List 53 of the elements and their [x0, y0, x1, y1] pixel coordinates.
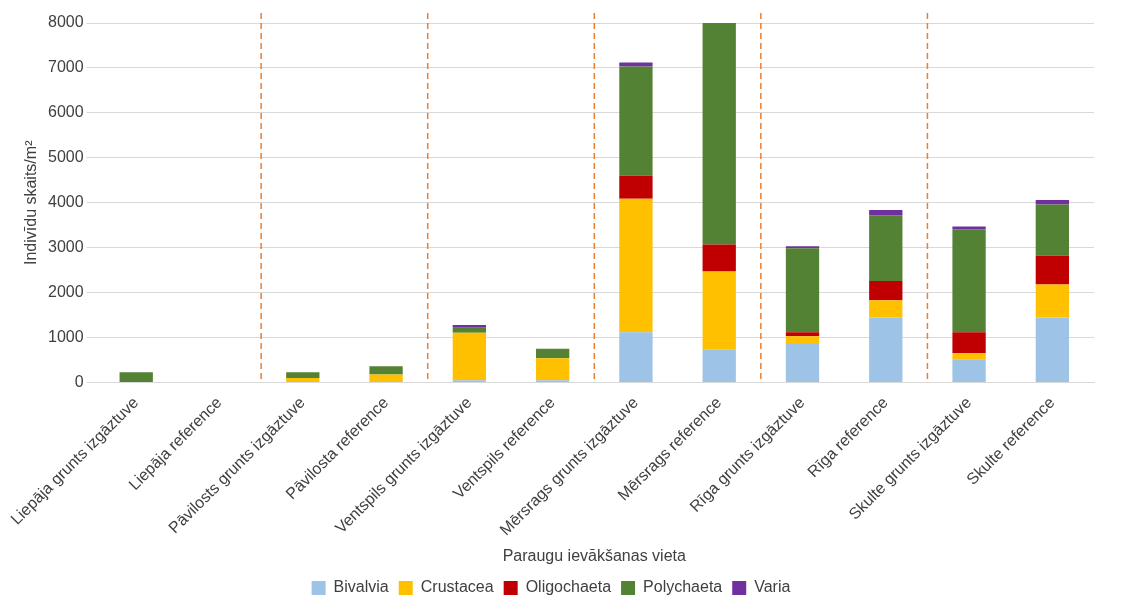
- legend-label: Crustacea: [420, 578, 494, 596]
- bar: [1035, 204, 1070, 256]
- y-tick-label: 4000: [47, 193, 84, 211]
- bar: [619, 62, 653, 67]
- bar: [619, 175, 653, 199]
- legend-label: Bivalvia: [333, 578, 389, 596]
- bar: [869, 209, 903, 216]
- bar: [952, 353, 986, 360]
- bar: [1035, 255, 1070, 285]
- bar: [619, 66, 653, 176]
- bar: [869, 300, 903, 318]
- legend-label: Polychaeta: [643, 578, 723, 596]
- bar: [785, 343, 820, 383]
- y-tick-label: 0: [74, 372, 84, 390]
- bar: [535, 358, 570, 381]
- y-tick-label: 5000: [47, 148, 84, 166]
- bar: [286, 378, 320, 383]
- bar: [619, 332, 653, 383]
- bar: [119, 372, 153, 383]
- bar: [452, 332, 487, 381]
- bar: [286, 372, 320, 379]
- bar: [785, 248, 820, 333]
- bar: [369, 374, 403, 383]
- bar: [702, 349, 736, 383]
- bar: [702, 244, 736, 272]
- bar: [452, 327, 487, 333]
- y-tick-label: 6000: [47, 103, 84, 121]
- y-tick-label: 7000: [47, 58, 84, 76]
- legend-label: Oligochaeta: [525, 578, 612, 596]
- bar: [1035, 200, 1070, 205]
- bar: [1035, 284, 1070, 318]
- bar: [952, 332, 986, 354]
- bar: [869, 215, 903, 281]
- bar: [952, 359, 986, 383]
- bar: [785, 332, 820, 337]
- legend-label: Varia: [754, 578, 791, 596]
- bar: [869, 280, 903, 301]
- y-tick-label: 3000: [47, 238, 84, 256]
- bar: [369, 366, 403, 375]
- bar: [702, 23, 736, 245]
- bar: [535, 348, 570, 359]
- y-axis-title: Indivīdu skaits/m²: [21, 139, 39, 266]
- y-tick-label: 8000: [47, 13, 84, 31]
- bar: [785, 336, 820, 344]
- bar: [952, 229, 986, 333]
- bar: [619, 198, 653, 333]
- bar: [869, 317, 903, 383]
- x-axis-title: Paraugu ievākšanas vieta: [502, 546, 686, 564]
- bar: [1035, 317, 1070, 383]
- bar: [452, 325, 487, 328]
- y-tick-label: 1000: [47, 328, 84, 346]
- bar: [702, 271, 736, 350]
- y-tick-label: 2000: [47, 283, 84, 301]
